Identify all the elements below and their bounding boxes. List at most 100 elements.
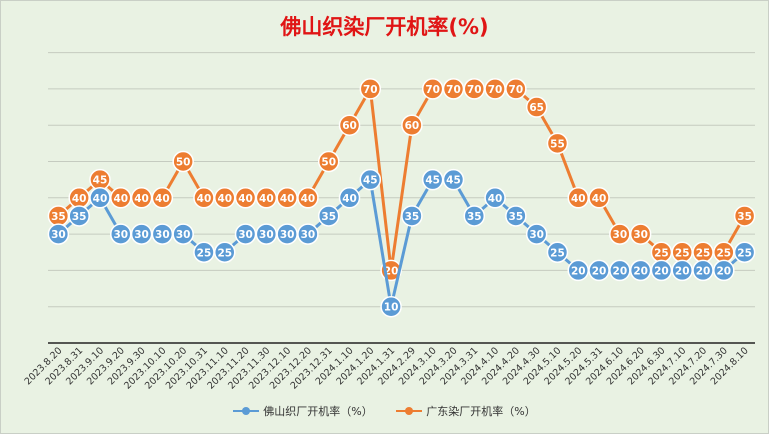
data-point <box>359 78 382 100</box>
data-point <box>68 205 90 227</box>
data-point <box>47 223 70 245</box>
data-point <box>463 205 486 227</box>
data-point <box>130 223 153 245</box>
data-point <box>214 241 236 263</box>
data-label: 60 <box>405 120 420 132</box>
data-point <box>567 187 589 209</box>
data-point <box>380 295 402 318</box>
data-label: 30 <box>301 229 316 241</box>
data-point <box>110 223 132 245</box>
data-label: 30 <box>176 229 191 241</box>
data-point <box>338 114 361 136</box>
legend-label-foshan-weaving: 佛山织厂开机率（%） <box>263 405 373 418</box>
data-label: 20 <box>716 265 731 277</box>
data-label: 25 <box>675 247 690 259</box>
data-label: 20 <box>654 265 669 277</box>
data-label: 20 <box>592 265 607 277</box>
data-label: 20 <box>571 265 586 277</box>
data-point <box>692 259 714 282</box>
data-label: 20 <box>696 265 711 277</box>
data-label: 40 <box>197 193 212 205</box>
data-label: 35 <box>72 211 87 223</box>
data-label: 35 <box>51 211 66 223</box>
data-label: 40 <box>155 193 170 205</box>
data-point <box>629 259 652 282</box>
data-label: 30 <box>633 229 648 241</box>
data-point <box>567 259 589 282</box>
data-point <box>505 78 527 100</box>
data-label: 30 <box>51 229 66 241</box>
data-label: 60 <box>342 120 357 132</box>
data-label: 40 <box>488 193 503 205</box>
data-point <box>484 78 506 100</box>
data-point <box>151 223 174 245</box>
data-point <box>546 241 569 263</box>
data-label: 30 <box>529 229 544 241</box>
data-label: 30 <box>238 229 253 241</box>
data-label: 40 <box>301 193 316 205</box>
data-label: 55 <box>550 138 565 150</box>
data-label: 20 <box>613 265 628 277</box>
data-label: 45 <box>363 175 378 187</box>
data-label: 40 <box>72 193 87 205</box>
data-label: 40 <box>113 193 128 205</box>
data-point <box>359 168 382 191</box>
data-label: 70 <box>425 84 440 96</box>
data-point <box>193 241 215 263</box>
data-label: 30 <box>259 229 274 241</box>
data-label: 25 <box>217 247 232 259</box>
data-label: 70 <box>446 84 461 96</box>
data-point <box>276 187 298 209</box>
legend: 佛山织厂开机率（%） 广东染厂开机率（%） <box>1 403 768 419</box>
data-point <box>338 187 361 209</box>
data-point <box>463 78 486 100</box>
data-point <box>151 187 174 209</box>
data-point <box>671 259 693 282</box>
data-point <box>588 259 610 282</box>
data-label: 50 <box>176 157 191 169</box>
data-point <box>110 187 132 209</box>
legend-swatch-orange <box>396 406 423 416</box>
data-label: 40 <box>592 193 607 205</box>
data-label: 65 <box>529 102 544 114</box>
data-label: 50 <box>321 157 336 169</box>
legend-swatch-blue <box>233 406 260 416</box>
data-label: 20 <box>633 265 648 277</box>
data-label: 25 <box>737 247 752 259</box>
data-point <box>733 241 756 263</box>
data-point <box>255 187 278 209</box>
data-point <box>484 187 506 209</box>
data-point <box>297 223 319 245</box>
data-label: 40 <box>342 193 357 205</box>
legend-entry-guangdong-dyeing: 广东染厂开机率（%） <box>396 403 536 419</box>
legend-label-guangdong-dyeing: 广东染厂开机率（%） <box>426 405 536 418</box>
data-label: 30 <box>613 229 628 241</box>
data-point <box>130 187 153 209</box>
data-point <box>172 223 194 245</box>
chart-title: 佛山织染厂开机率(%) <box>280 15 489 39</box>
data-point <box>193 187 215 209</box>
data-label: 25 <box>654 247 669 259</box>
data-label: 25 <box>550 247 565 259</box>
data-point <box>234 187 257 209</box>
data-label: 70 <box>488 84 503 96</box>
data-label: 30 <box>280 229 295 241</box>
legend-entry-foshan-weaving: 佛山织厂开机率（%） <box>233 403 373 419</box>
data-point <box>401 205 423 227</box>
data-label: 70 <box>467 84 482 96</box>
data-label: 40 <box>134 193 149 205</box>
data-label: 40 <box>571 193 586 205</box>
data-point <box>172 150 194 173</box>
data-point <box>609 223 631 245</box>
data-label: 40 <box>259 193 274 205</box>
data-point <box>234 223 257 245</box>
data-point <box>525 96 548 118</box>
data-label: 45 <box>425 175 440 187</box>
data-label: 40 <box>280 193 295 205</box>
data-point <box>629 223 652 245</box>
data-point <box>421 168 444 191</box>
data-label: 10 <box>384 302 399 314</box>
data-point <box>650 259 673 282</box>
